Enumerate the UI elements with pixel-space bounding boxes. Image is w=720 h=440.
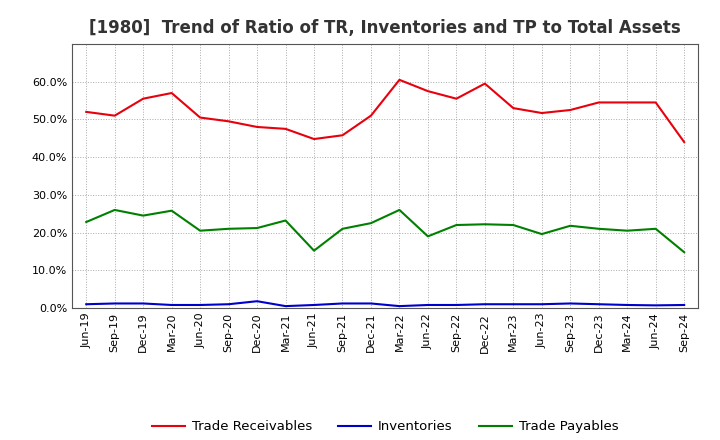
Trade Receivables xyxy=(225,119,233,124)
Trade Payables xyxy=(423,234,432,239)
Trade Receivables xyxy=(423,88,432,94)
Inventories xyxy=(310,302,318,308)
Trade Receivables xyxy=(253,125,261,130)
Trade Receivables xyxy=(338,132,347,138)
Trade Payables xyxy=(366,220,375,226)
Trade Payables xyxy=(253,225,261,231)
Inventories xyxy=(196,302,204,308)
Trade Receivables xyxy=(652,100,660,105)
Inventories xyxy=(652,303,660,308)
Trade Payables xyxy=(452,222,461,227)
Trade Payables xyxy=(680,249,688,255)
Inventories xyxy=(509,301,518,307)
Trade Payables xyxy=(338,226,347,231)
Trade Receivables xyxy=(282,126,290,132)
Inventories xyxy=(452,302,461,308)
Trade Payables xyxy=(225,226,233,231)
Trade Receivables xyxy=(82,109,91,114)
Trade Receivables xyxy=(566,107,575,113)
Inventories xyxy=(423,302,432,308)
Trade Receivables xyxy=(680,139,688,145)
Inventories xyxy=(537,301,546,307)
Trade Payables xyxy=(623,228,631,233)
Inventories xyxy=(680,302,688,308)
Trade Receivables xyxy=(139,96,148,101)
Trade Receivables xyxy=(310,136,318,142)
Trade Receivables xyxy=(395,77,404,82)
Trade Payables xyxy=(480,222,489,227)
Inventories xyxy=(139,301,148,306)
Inventories xyxy=(366,301,375,306)
Trade Payables xyxy=(196,228,204,233)
Trade Payables xyxy=(537,231,546,237)
Trade Payables xyxy=(167,208,176,213)
Inventories xyxy=(82,301,91,307)
Title: [1980]  Trend of Ratio of TR, Inventories and TP to Total Assets: [1980] Trend of Ratio of TR, Inventories… xyxy=(89,19,681,37)
Line: Inventories: Inventories xyxy=(86,301,684,306)
Trade Payables xyxy=(110,207,119,213)
Inventories xyxy=(480,301,489,307)
Trade Payables xyxy=(652,226,660,231)
Trade Receivables xyxy=(196,115,204,120)
Trade Payables xyxy=(310,248,318,253)
Trade Receivables xyxy=(595,100,603,105)
Trade Receivables xyxy=(480,81,489,86)
Inventories xyxy=(595,301,603,307)
Inventories xyxy=(566,301,575,306)
Line: Trade Payables: Trade Payables xyxy=(86,210,684,252)
Trade Payables xyxy=(282,218,290,223)
Trade Receivables xyxy=(167,90,176,95)
Inventories xyxy=(338,301,347,306)
Inventories xyxy=(623,302,631,308)
Trade Payables xyxy=(509,222,518,227)
Legend: Trade Receivables, Inventories, Trade Payables: Trade Receivables, Inventories, Trade Pa… xyxy=(147,415,624,439)
Inventories xyxy=(225,301,233,307)
Inventories xyxy=(253,299,261,304)
Inventories xyxy=(110,301,119,306)
Trade Receivables xyxy=(537,110,546,116)
Trade Payables xyxy=(139,213,148,218)
Trade Receivables xyxy=(366,113,375,118)
Inventories xyxy=(282,304,290,309)
Trade Receivables xyxy=(509,106,518,111)
Trade Receivables xyxy=(623,100,631,105)
Trade Receivables xyxy=(110,113,119,118)
Inventories xyxy=(395,304,404,309)
Inventories xyxy=(167,302,176,308)
Trade Payables xyxy=(395,207,404,213)
Trade Payables xyxy=(566,223,575,228)
Line: Trade Receivables: Trade Receivables xyxy=(86,80,684,142)
Trade Payables xyxy=(82,220,91,225)
Trade Payables xyxy=(595,226,603,231)
Trade Receivables xyxy=(452,96,461,101)
